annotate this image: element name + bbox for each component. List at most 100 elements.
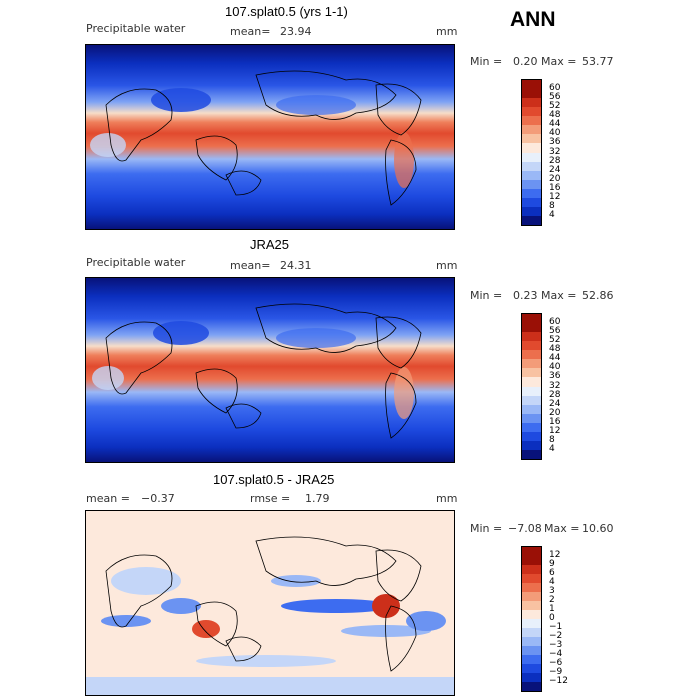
colorbar-tick-label: 0	[549, 613, 555, 623]
colorbar-tick-label: 24	[549, 398, 561, 409]
colorbar-tick-label: −3	[549, 640, 563, 650]
colorbar-tick-label: 6	[549, 568, 555, 578]
colorbar-tick-label: 40	[549, 362, 561, 373]
colorbar-swatch	[522, 386, 541, 396]
colorbar-tick-label: 28	[549, 389, 561, 400]
panel1-units: mm	[436, 25, 458, 38]
panel2-colorbar	[521, 313, 542, 460]
colorbar-tick-label: 4	[549, 209, 555, 220]
panel2-field-label: Precipitable water	[86, 256, 186, 269]
colorbar-tick-label: −2	[549, 631, 563, 641]
panel1-mean-value: 23.94	[280, 25, 312, 38]
panel2-units: mm	[436, 259, 458, 272]
panel1-max-value: 53.77	[582, 55, 614, 68]
colorbar-swatch	[522, 655, 541, 664]
colorbar-swatch	[522, 637, 541, 646]
colorbar-swatch	[522, 188, 541, 198]
colorbar-tick-label: 40	[549, 128, 561, 139]
colorbar-tick-label: 8	[549, 200, 555, 211]
colorbar-tick-label: 3	[549, 586, 555, 596]
colorbar-tick-label: 48	[549, 110, 561, 121]
panel3-rmse-value: 1.79	[305, 492, 330, 505]
colorbar-swatch	[522, 583, 541, 592]
colorbar-swatch	[522, 368, 541, 378]
colorbar-swatch	[522, 404, 541, 414]
colorbar-swatch	[522, 359, 541, 369]
panel3-map	[85, 510, 455, 696]
colorbar-tick-label: −6	[549, 658, 563, 668]
panel2-min-value: 0.23	[513, 289, 538, 302]
colorbar-tick-label: 48	[549, 344, 561, 355]
colorbar-swatch	[522, 592, 541, 601]
panel1-min-label: Min =	[470, 55, 503, 68]
colorbar-tick-label: 56	[549, 92, 561, 103]
panel3-max-value: 10.60	[582, 522, 614, 535]
colorbar-swatch	[522, 215, 541, 225]
colorbar-tick-label: 60	[549, 317, 561, 328]
colorbar-swatch	[522, 323, 541, 333]
colorbar-tick-label: 20	[549, 173, 561, 184]
colorbar-tick-label: −4	[549, 649, 563, 659]
colorbar-swatch	[522, 170, 541, 180]
colorbar-swatch	[522, 341, 541, 351]
colorbar-swatch	[522, 116, 541, 126]
colorbar-swatch	[522, 619, 541, 628]
panel3-min-label: Min =	[470, 522, 503, 535]
colorbar-tick-label: 32	[549, 146, 561, 157]
colorbar-tick-label: 36	[549, 137, 561, 148]
panel3-min-value: −7.08	[508, 522, 542, 535]
colorbar-swatch	[522, 547, 541, 556]
panel2-title: JRA25	[250, 237, 290, 252]
panel2-map-svg	[86, 278, 454, 462]
colorbar-swatch	[522, 395, 541, 405]
panel3-units: mm	[436, 492, 458, 505]
colorbar-swatch	[522, 80, 541, 90]
colorbar-swatch	[522, 89, 541, 99]
panel2-max-value: 52.86	[582, 289, 614, 302]
colorbar-tick-label: 12	[549, 191, 561, 202]
colorbar-swatch	[522, 350, 541, 360]
colorbar-swatch	[522, 206, 541, 216]
colorbar-swatch	[522, 134, 541, 144]
panel2-map	[85, 277, 455, 463]
colorbar-swatch	[522, 413, 541, 423]
colorbar-swatch	[522, 422, 541, 432]
colorbar-swatch	[522, 161, 541, 171]
colorbar-tick-label: 4	[549, 577, 555, 587]
colorbar-swatch	[522, 565, 541, 574]
colorbar-tick-label: 12	[549, 550, 561, 560]
colorbar-swatch	[522, 646, 541, 655]
season-label: ANN	[510, 8, 556, 31]
panel2-max-label: Max =	[541, 289, 577, 302]
panel2-mean-label: mean=	[230, 259, 271, 272]
colorbar-tick-label: 4	[549, 443, 555, 454]
colorbar-swatch	[522, 628, 541, 637]
colorbar-tick-label: 56	[549, 326, 561, 337]
colorbar-swatch	[522, 152, 541, 162]
panel1-field-label: Precipitable water	[86, 22, 186, 35]
panel1-max-label: Max =	[541, 55, 577, 68]
panel2-mean-value: 24.31	[280, 259, 312, 272]
panel1-map-svg	[86, 45, 454, 229]
colorbar-tick-label: 9	[549, 559, 555, 569]
panel1-colorbar	[521, 79, 542, 226]
colorbar-swatch	[522, 377, 541, 387]
colorbar-tick-label: 16	[549, 182, 561, 193]
colorbar-tick-label: 1	[549, 604, 555, 614]
panel3-rmse-label: rmse =	[250, 492, 291, 505]
colorbar-swatch	[522, 682, 541, 691]
colorbar-swatch	[522, 179, 541, 189]
panel3-colorbar	[521, 546, 542, 692]
colorbar-tick-label: 12	[549, 425, 561, 436]
panel3-map-svg	[86, 511, 454, 695]
colorbar-swatch	[522, 431, 541, 441]
colorbar-tick-label: 44	[549, 119, 561, 130]
panel3-title: 107.splat0.5 - JRA25	[213, 472, 335, 487]
colorbar-tick-label: 44	[549, 353, 561, 364]
colorbar-swatch	[522, 673, 541, 682]
panel3-max-label: Max =	[544, 522, 580, 535]
colorbar-tick-label: 52	[549, 101, 561, 112]
colorbar-tick-label: 2	[549, 595, 555, 605]
colorbar-tick-label: 32	[549, 380, 561, 391]
panel1-map	[85, 44, 455, 230]
